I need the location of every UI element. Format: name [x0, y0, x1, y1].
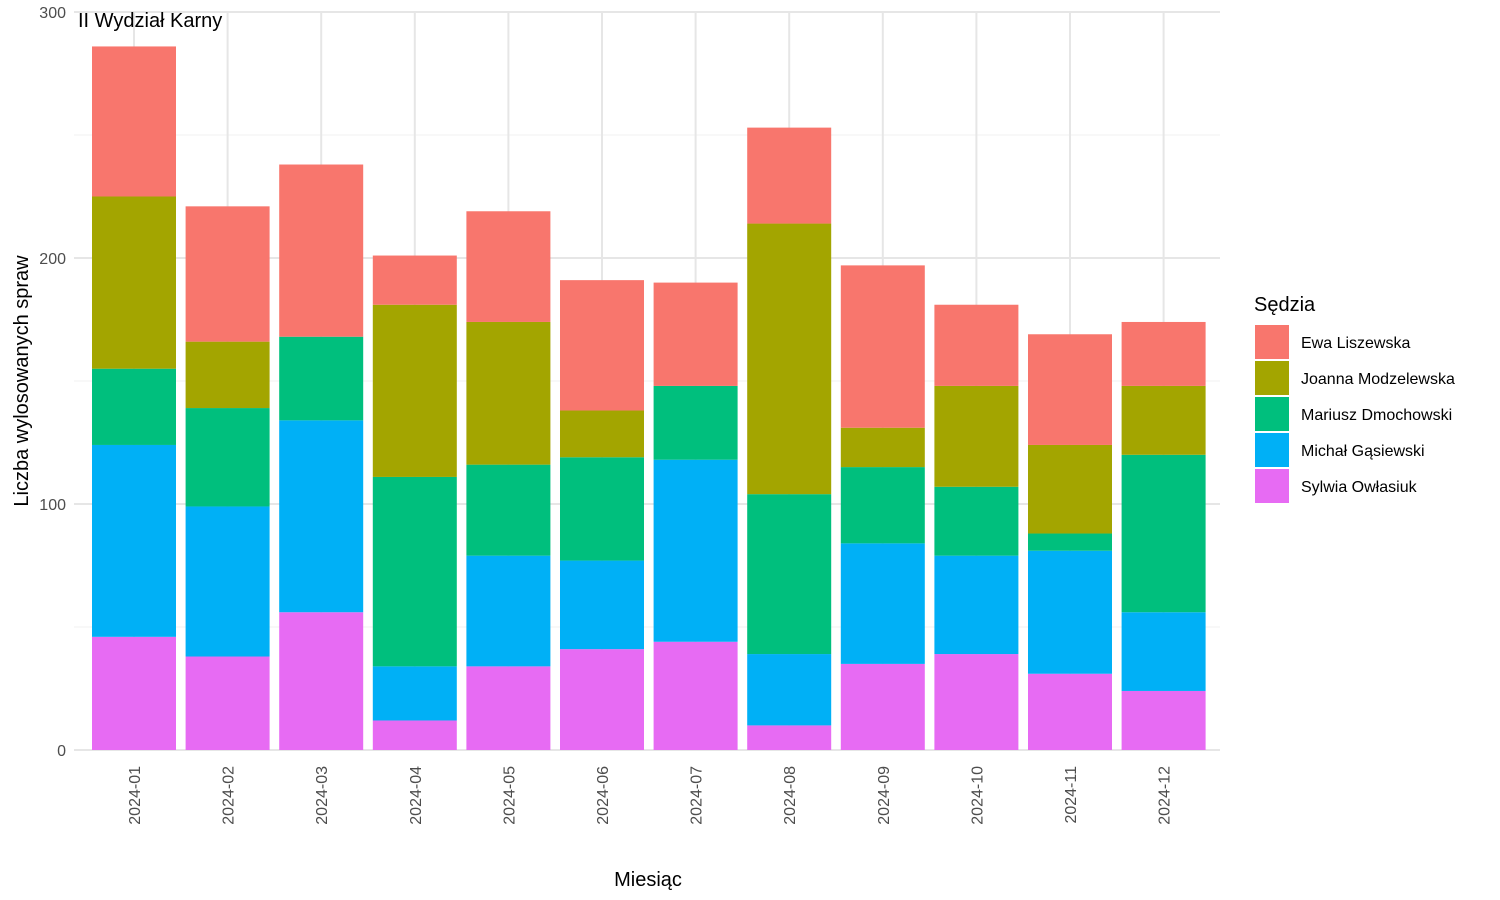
- bar-segment: [1028, 444, 1112, 534]
- bar-segment: [466, 321, 551, 465]
- bar-segment: [466, 211, 551, 322]
- bar-segment: [560, 649, 644, 750]
- bar-segment: [185, 656, 270, 750]
- bar-segment: [560, 410, 644, 458]
- bar-segment: [1121, 321, 1206, 386]
- bar-segment: [279, 612, 364, 750]
- x-tick-label: 2024-05: [501, 766, 518, 825]
- x-tick-label: 2024-09: [876, 766, 893, 825]
- bar-segment: [279, 164, 364, 337]
- legend-key: [1255, 397, 1289, 431]
- bar-segment: [466, 666, 551, 750]
- bar-segment: [840, 265, 925, 428]
- bar-segment: [1121, 454, 1206, 613]
- bar-segment: [92, 196, 176, 369]
- bar-segment: [372, 666, 457, 721]
- bar-segment: [747, 725, 832, 750]
- bar-segment: [747, 223, 832, 495]
- bar-segment: [653, 459, 738, 642]
- bar-segment: [372, 720, 457, 750]
- bar-segment: [185, 341, 270, 409]
- x-tick-label: 2024-03: [314, 766, 331, 825]
- legend: Sędzia Ewa Liszewska Joanna Modzelewska Ma…: [1254, 294, 1455, 503]
- bar-segment: [934, 555, 1019, 655]
- bar-segment: [840, 543, 925, 664]
- bar-segment: [747, 654, 832, 726]
- legend-item-label: Mariusz Dmochowski: [1301, 407, 1452, 424]
- legend-key: [1255, 361, 1289, 395]
- bar-segment: [560, 560, 644, 650]
- bar-segment: [840, 467, 925, 544]
- x-tick-label: 2024-07: [689, 766, 706, 825]
- x-tick-label: 2024-12: [1157, 766, 1174, 825]
- legend-title: Sędzia: [1254, 294, 1316, 316]
- bar-segment: [653, 282, 738, 386]
- axes: 0 100 200 300 2024-01 2024-02 2024-03 2024-04 20…: [39, 5, 1173, 825]
- y-axis-label: Liczba wylosowanych spraw: [11, 255, 33, 507]
- x-tick-label: 2024-06: [595, 766, 612, 825]
- legend-item-label: Sylwia Owłasiuk: [1301, 479, 1418, 496]
- bar-segment: [372, 255, 457, 305]
- bar-segment: [653, 641, 738, 750]
- x-axis-label: Miesiąc: [614, 869, 682, 891]
- bar-segment: [1121, 385, 1206, 455]
- bar-segment: [92, 368, 176, 445]
- legend-item-label: Michał Gąsiewski: [1301, 443, 1425, 460]
- chart-title: II Wydział Karny: [78, 10, 222, 32]
- bar-segment: [747, 494, 832, 655]
- bar-segment: [92, 46, 176, 197]
- bar-segment: [466, 555, 551, 667]
- bar-segment: [1121, 690, 1206, 750]
- bar-segment: [185, 506, 270, 657]
- bar-segment: [934, 385, 1019, 487]
- bar-segment: [466, 464, 551, 556]
- y-tick-label: 100: [39, 497, 66, 514]
- legend-key: [1255, 325, 1289, 359]
- legend-key: [1255, 433, 1289, 467]
- x-tick-label: 2024-10: [969, 766, 986, 825]
- y-tick-label: 200: [39, 251, 66, 268]
- x-tick-label: 2024-04: [408, 766, 425, 825]
- legend-item-label: Ewa Liszewska: [1301, 335, 1410, 352]
- bar-segment: [1028, 533, 1112, 551]
- bar-segment: [934, 486, 1019, 556]
- bars: [92, 46, 1206, 750]
- bar-segment: [372, 476, 457, 667]
- bar-segment: [185, 408, 270, 507]
- bar-segment: [934, 304, 1019, 386]
- bar-segment: [1028, 673, 1112, 750]
- bar-segment: [372, 304, 457, 477]
- bar-segment: [279, 336, 364, 421]
- bar-segment: [1028, 334, 1112, 445]
- bar-segment: [185, 206, 270, 342]
- bar-segment: [840, 663, 925, 750]
- bar-segment: [92, 636, 176, 750]
- bar-segment: [653, 385, 738, 460]
- bar-segment: [934, 654, 1019, 750]
- bar-segment: [560, 457, 644, 561]
- bar-segment: [840, 427, 925, 468]
- x-tick-label: 2024-08: [782, 766, 799, 825]
- bar-segment: [1121, 612, 1206, 691]
- bar-segment: [747, 127, 832, 224]
- x-tick-label: 2024-01: [127, 766, 144, 825]
- legend-item-label: Joanna Modzelewska: [1301, 371, 1455, 388]
- x-tick-label: 2024-02: [221, 766, 238, 825]
- bar-segment: [279, 420, 364, 613]
- bar-segment: [1028, 550, 1112, 674]
- bar-segment: [92, 444, 176, 637]
- y-tick-label: 300: [39, 5, 66, 22]
- y-tick-label: 0: [57, 743, 66, 760]
- x-tick-label: 2024-11: [1063, 766, 1080, 824]
- bar-segment: [560, 280, 644, 411]
- legend-key: [1255, 469, 1289, 503]
